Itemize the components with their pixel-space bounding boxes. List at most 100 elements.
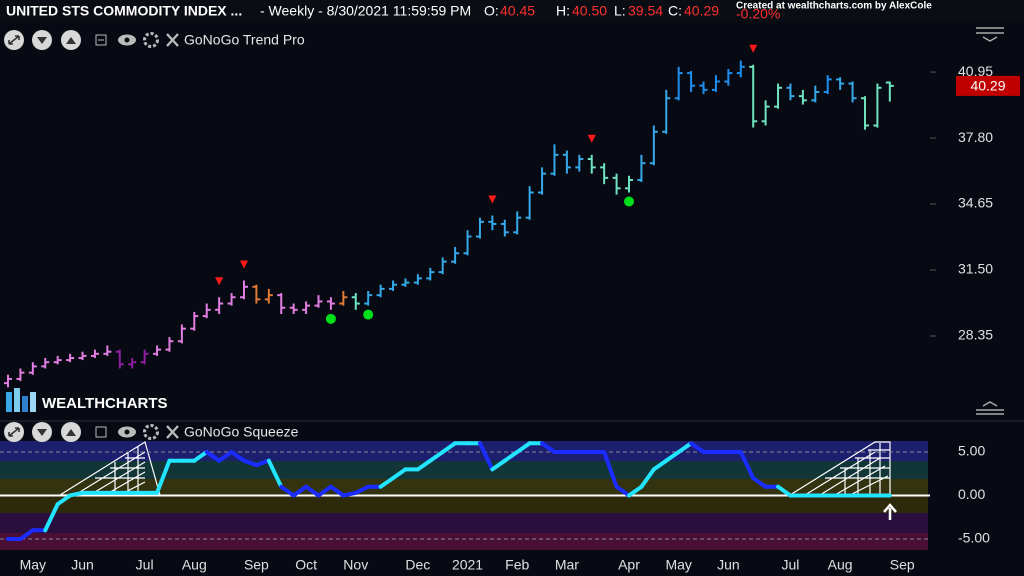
y-tick-label: 28.35 [958, 327, 993, 343]
price-bar [153, 345, 162, 356]
y-tick-label: 40.95 [958, 63, 993, 79]
price-bar [90, 349, 99, 358]
scale-menu[interactable] [976, 401, 1004, 415]
x-tick-label: Sep [244, 557, 269, 573]
price-bar [53, 355, 62, 365]
squeeze-segment [266, 458, 284, 489]
icon [37, 37, 47, 44]
indicator-name: GoNoGo Trend Pro [184, 32, 305, 48]
scale-menu[interactable] [976, 27, 1004, 42]
squeeze-segment [254, 458, 271, 468]
squeeze-segment [353, 484, 371, 495]
price-bar [227, 293, 236, 306]
y-tick-label: 37.80 [958, 129, 993, 145]
collapse-button[interactable] [95, 426, 107, 438]
x-tick-label: Jul [136, 557, 154, 573]
ohlc-value: 40.29 [684, 3, 719, 19]
signal-dot [325, 313, 336, 324]
remove-button[interactable] [166, 425, 179, 439]
ohlc-label: C: [668, 3, 682, 19]
squeeze-segment [415, 458, 433, 472]
squeeze-segment [241, 458, 259, 468]
price-bar [4, 374, 12, 388]
price-bar [798, 89, 807, 105]
squeeze-segment [602, 450, 619, 489]
price-bar [687, 71, 696, 92]
price-bar [215, 297, 224, 315]
price-bar [500, 219, 509, 237]
squeeze-segment [428, 450, 445, 463]
logo-bar [6, 392, 12, 412]
price-bar [823, 75, 832, 95]
price-bar [488, 215, 497, 231]
price-bar [538, 167, 547, 195]
price-bar [66, 353, 75, 363]
signal-dot [624, 196, 634, 207]
price-bar [389, 280, 398, 291]
icon [124, 429, 130, 435]
icon [37, 429, 47, 436]
signal-triangle [215, 277, 224, 286]
squeeze-toolbar[interactable] [4, 422, 179, 442]
logo-bar [30, 392, 36, 412]
squeeze-segment [689, 441, 706, 454]
squeeze-segment [664, 450, 681, 463]
squeeze-segment [676, 441, 694, 454]
squeeze-segment [639, 467, 656, 489]
collapse-button[interactable] [95, 34, 107, 46]
price-bar [463, 230, 472, 256]
price-bar [41, 357, 50, 369]
price-bar [736, 60, 745, 78]
price-toolbar[interactable] [4, 30, 179, 50]
squeeze-segment [68, 490, 85, 498]
price-bar [426, 267, 435, 281]
squeeze-segment [738, 450, 756, 481]
logo-bar [22, 396, 28, 412]
settings-button[interactable] [143, 424, 159, 440]
price-bar [302, 301, 311, 315]
header-bar [0, 0, 1024, 22]
price-bar [438, 257, 447, 275]
y-tick-label: 34.65 [958, 195, 993, 211]
price-bar [724, 68, 733, 86]
squeeze-net [59, 441, 891, 496]
squeeze-segment [540, 441, 557, 454]
squeeze-segment [477, 441, 495, 472]
price-bar [177, 324, 186, 344]
icon [8, 427, 20, 437]
squeeze-segment [217, 450, 234, 463]
price-bar [326, 297, 335, 310]
price-bar [289, 303, 298, 315]
last-price-tag [956, 75, 1020, 96]
price-bar [339, 290, 348, 306]
price-bar [103, 345, 112, 356]
squeeze-segment [18, 528, 35, 541]
price-bar [625, 175, 633, 193]
squeeze-segment [776, 484, 793, 498]
squeeze-segment [391, 467, 408, 481]
band [0, 495, 928, 513]
price-bar [711, 75, 720, 92]
price-bar [16, 368, 25, 382]
credit: Created at wealthcharts.com by AlexCole [736, 1, 932, 12]
price-bar [202, 303, 211, 319]
y-tick-label: 0.00 [958, 486, 985, 502]
price-bar [612, 173, 621, 195]
price-bar [140, 349, 149, 365]
remove-button[interactable] [166, 33, 179, 47]
squeeze-segment [55, 493, 73, 507]
x-tick-label: 2021 [452, 557, 483, 573]
price-bar [364, 290, 373, 306]
settings-button[interactable] [143, 32, 159, 48]
change-label: -0.20% [736, 6, 780, 22]
price-bar [600, 163, 609, 185]
price-bar [550, 144, 559, 176]
instrument-title: UNITED STS COMMODITY INDEX ... [6, 3, 242, 19]
squeeze-segment [316, 484, 333, 498]
price-bar [165, 337, 174, 352]
logo-bar [14, 388, 20, 412]
price-bar [376, 284, 385, 298]
logo [6, 388, 36, 412]
band [0, 479, 928, 495]
